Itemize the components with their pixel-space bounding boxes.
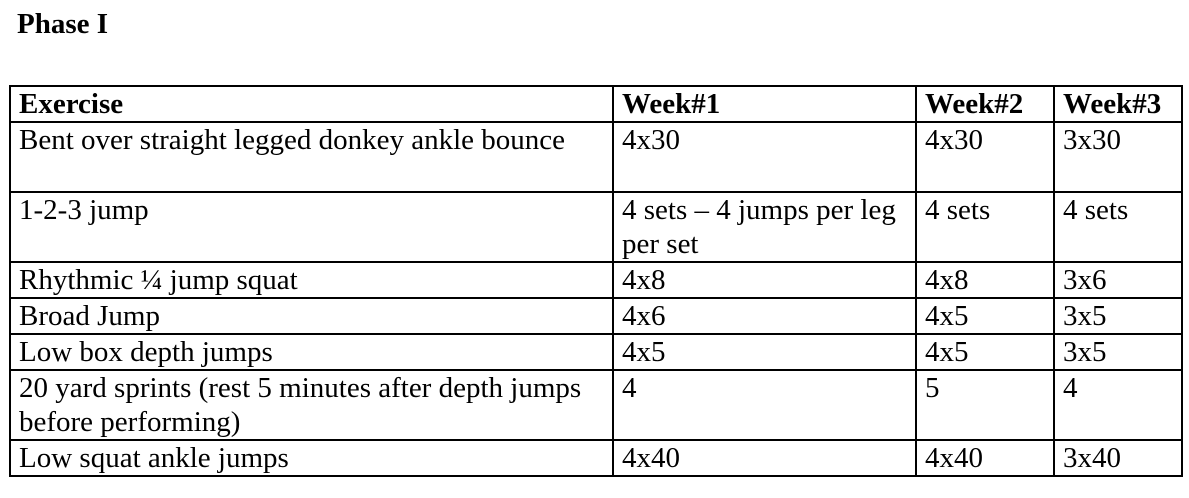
week-3-cell: 3x5 <box>1053 333 1183 371</box>
exercise-cell: Rhythmic ¼ jump squat <box>9 261 614 299</box>
table-header-row: Exercise Week#1 Week#2 Week#3 <box>9 85 1183 123</box>
week-1-cell: 4 <box>612 369 917 441</box>
week-2-cell: 4x5 <box>915 333 1055 371</box>
column-header-week-1: Week#1 <box>612 85 917 123</box>
exercise-cell: Broad Jump <box>9 297 614 335</box>
week-2-cell: 4x30 <box>915 121 1055 193</box>
week-1-cell: 4 sets – 4 jumps per leg per set <box>612 191 917 263</box>
exercise-cell: 1-2-3 jump <box>9 191 614 263</box>
table-row: 1-2-3 jump 4 sets – 4 jumps per leg per … <box>9 191 1183 263</box>
table-row: Rhythmic ¼ jump squat 4x8 4x8 3x6 <box>9 261 1183 299</box>
week-1-cell: 4x30 <box>612 121 917 193</box>
week-2-cell: 4x40 <box>915 439 1055 477</box>
week-3-cell: 3x40 <box>1053 439 1183 477</box>
table-row: Broad Jump 4x6 4x5 3x5 <box>9 297 1183 335</box>
week-1-cell: 4x40 <box>612 439 917 477</box>
table-row: Bent over straight legged donkey ankle b… <box>9 121 1183 193</box>
exercise-cell: Low squat ankle jumps <box>9 439 614 477</box>
column-header-exercise: Exercise <box>9 85 614 123</box>
table-row: Low box depth jumps 4x5 4x5 3x5 <box>9 333 1183 371</box>
table-row: 20 yard sprints (rest 5 minutes after de… <box>9 369 1183 441</box>
week-1-cell: 4x8 <box>612 261 917 299</box>
exercise-cell: Bent over straight legged donkey ankle b… <box>9 121 614 193</box>
exercise-cell: Low box depth jumps <box>9 333 614 371</box>
column-header-week-3: Week#3 <box>1053 85 1183 123</box>
week-2-cell: 4x5 <box>915 297 1055 335</box>
week-2-cell: 5 <box>915 369 1055 441</box>
page-title: Phase I <box>17 8 109 40</box>
week-3-cell: 3x30 <box>1053 121 1183 193</box>
table-row: Low squat ankle jumps 4x40 4x40 3x40 <box>9 439 1183 477</box>
week-3-cell: 3x6 <box>1053 261 1183 299</box>
week-2-cell: 4 sets <box>915 191 1055 263</box>
exercise-cell: 20 yard sprints (rest 5 minutes after de… <box>9 369 614 441</box>
week-3-cell: 4 sets <box>1053 191 1183 263</box>
week-1-cell: 4x5 <box>612 333 917 371</box>
week-3-cell: 3x5 <box>1053 297 1183 335</box>
week-2-cell: 4x8 <box>915 261 1055 299</box>
week-3-cell: 4 <box>1053 369 1183 441</box>
exercise-table: Exercise Week#1 Week#2 Week#3 Bent over … <box>9 85 1183 477</box>
column-header-week-2: Week#2 <box>915 85 1055 123</box>
week-1-cell: 4x6 <box>612 297 917 335</box>
